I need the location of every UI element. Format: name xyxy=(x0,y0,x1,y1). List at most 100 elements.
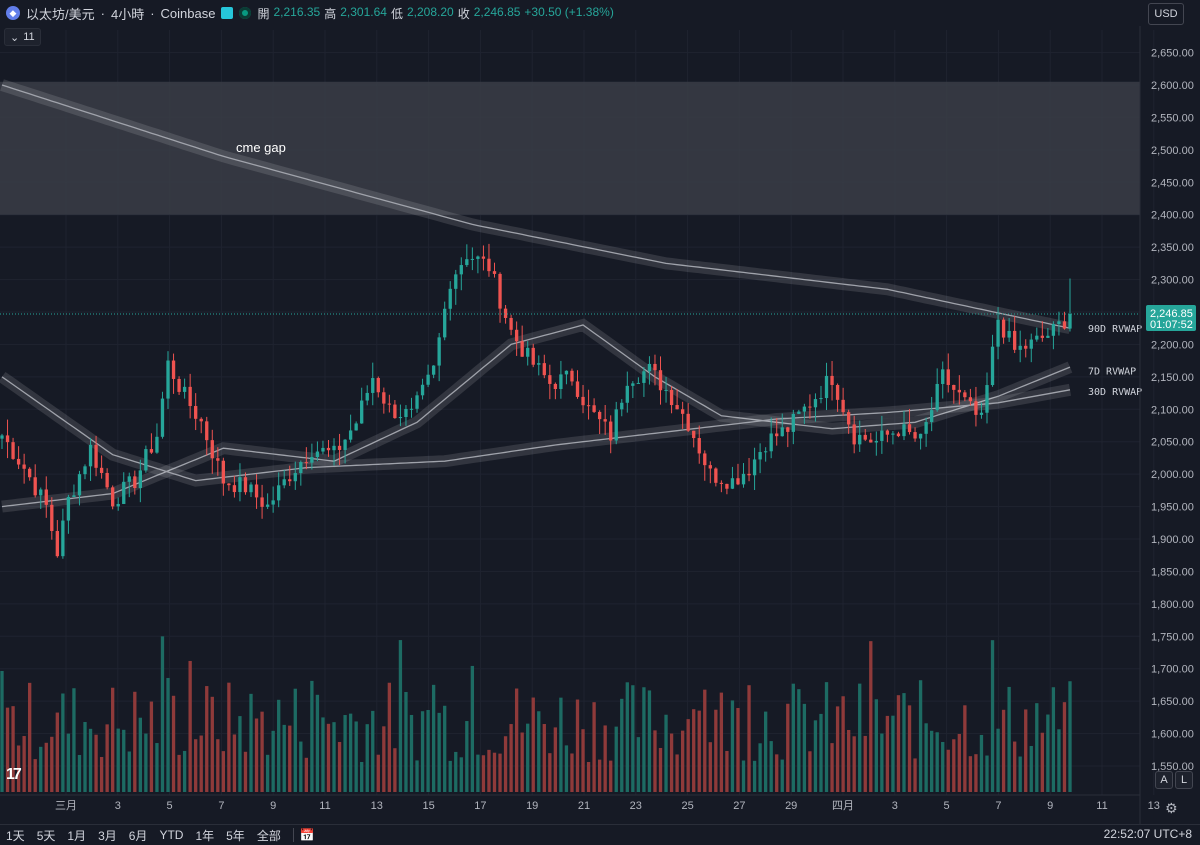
market-status-icon[interactable] xyxy=(239,7,252,19)
candle-body xyxy=(808,406,812,408)
calendar-icon[interactable]: 📅 xyxy=(299,828,315,842)
candle xyxy=(642,367,646,397)
symbol-name[interactable]: 以太坊/美元 xyxy=(26,6,95,22)
volume-bar xyxy=(736,708,740,792)
candle xyxy=(846,409,851,434)
range-3m[interactable]: 3月 xyxy=(98,828,117,843)
range-ytd[interactable]: YTD xyxy=(159,828,184,842)
volume-bars xyxy=(0,636,1072,792)
range-all[interactable]: 全部 xyxy=(256,828,281,843)
volume-bar xyxy=(133,691,137,792)
auto-scale-button[interactable]: A xyxy=(1155,771,1173,789)
candle-body xyxy=(5,435,10,443)
candle-body xyxy=(83,466,87,475)
timeframe-label[interactable]: 4小時 xyxy=(110,6,145,22)
candle-body xyxy=(636,382,641,384)
volume-bar xyxy=(1029,745,1033,792)
candle xyxy=(697,425,701,464)
indicators-collapse-button[interactable]: ⌄ 11 xyxy=(4,28,41,46)
rvwap-30d-line xyxy=(1,376,1071,482)
candle xyxy=(216,447,220,476)
clock[interactable]: 22:52:07 UTC+8 xyxy=(1103,827,1192,841)
candle-body xyxy=(902,424,906,437)
separator-dot: · xyxy=(150,5,155,21)
volume-bar xyxy=(708,742,712,792)
rvwap-7d xyxy=(1,318,1073,513)
candle-body xyxy=(22,464,26,469)
candle xyxy=(1057,311,1061,336)
volume-bar xyxy=(443,705,447,792)
flag-icon[interactable] xyxy=(221,7,234,19)
candle-body xyxy=(708,465,712,469)
candle-body xyxy=(775,433,779,437)
candle xyxy=(575,370,580,399)
candle xyxy=(974,386,978,427)
candle-body xyxy=(891,433,895,435)
volume-bar xyxy=(620,698,624,792)
candle xyxy=(99,455,104,479)
candle xyxy=(5,419,10,459)
candle-body xyxy=(979,412,984,415)
volume-bar xyxy=(277,699,281,792)
candle xyxy=(858,420,862,452)
range-1d[interactable]: 1天 xyxy=(6,828,25,843)
candle-body xyxy=(77,474,82,496)
volume-bar xyxy=(1062,702,1067,792)
range-6m[interactable]: 6月 xyxy=(128,828,148,843)
currency-button[interactable]: USD xyxy=(1148,3,1184,25)
volume-bar xyxy=(55,712,59,792)
price-tick-label: 2,400.00 xyxy=(1151,210,1194,222)
candle xyxy=(293,461,297,490)
volume-bar xyxy=(979,734,984,792)
candle xyxy=(941,361,945,399)
volume-bar xyxy=(144,733,148,792)
candle xyxy=(415,391,419,413)
candle xyxy=(775,418,779,446)
candle-body xyxy=(846,412,851,425)
candle-body xyxy=(332,445,336,451)
candle xyxy=(924,417,928,447)
candle-body xyxy=(55,531,59,557)
candle xyxy=(852,415,856,454)
time-tick-label: 11 xyxy=(319,800,330,812)
range-5y[interactable]: 5年 xyxy=(226,828,245,843)
volume-bar xyxy=(304,757,309,792)
ohlc-values: 開 2,216.35 高 2,301.64 低 2,208.20 收 2,246.85 … xyxy=(257,5,613,22)
candle-body xyxy=(232,485,237,493)
candle-body xyxy=(94,444,98,468)
volume-bar xyxy=(747,685,751,792)
volume-bar xyxy=(310,680,314,792)
candle xyxy=(77,470,82,506)
candle xyxy=(254,474,259,509)
candle xyxy=(891,430,895,445)
time-tick-label: 11 xyxy=(1096,800,1107,812)
tradingview-logo-icon[interactable]: 17 xyxy=(6,766,22,783)
time-tick-label: 13 xyxy=(1148,800,1160,812)
candle xyxy=(819,385,823,404)
candle xyxy=(387,394,392,413)
candle xyxy=(570,368,574,386)
candle-body xyxy=(133,476,137,489)
candle xyxy=(282,470,286,489)
candle-body xyxy=(747,473,751,476)
candle xyxy=(194,393,198,431)
candle xyxy=(869,432,873,443)
volume-bar xyxy=(50,736,54,792)
volume-bar xyxy=(465,721,469,792)
time-tick-label: 13 xyxy=(371,800,383,812)
candle-body xyxy=(758,452,762,460)
log-scale-button[interactable]: L xyxy=(1175,771,1193,789)
volume-bar xyxy=(16,745,21,792)
volume-bar xyxy=(531,697,535,792)
candle xyxy=(210,429,214,474)
range-1y[interactable]: 1年 xyxy=(195,828,215,843)
volume-bar xyxy=(575,699,580,792)
volume-bar xyxy=(669,733,674,792)
candle-body xyxy=(907,424,912,433)
range-1m[interactable]: 1月 xyxy=(67,828,87,843)
range-5d[interactable]: 5天 xyxy=(36,828,56,843)
candle-body xyxy=(841,399,845,413)
gear-icon[interactable]: ⚙ xyxy=(1165,800,1178,816)
